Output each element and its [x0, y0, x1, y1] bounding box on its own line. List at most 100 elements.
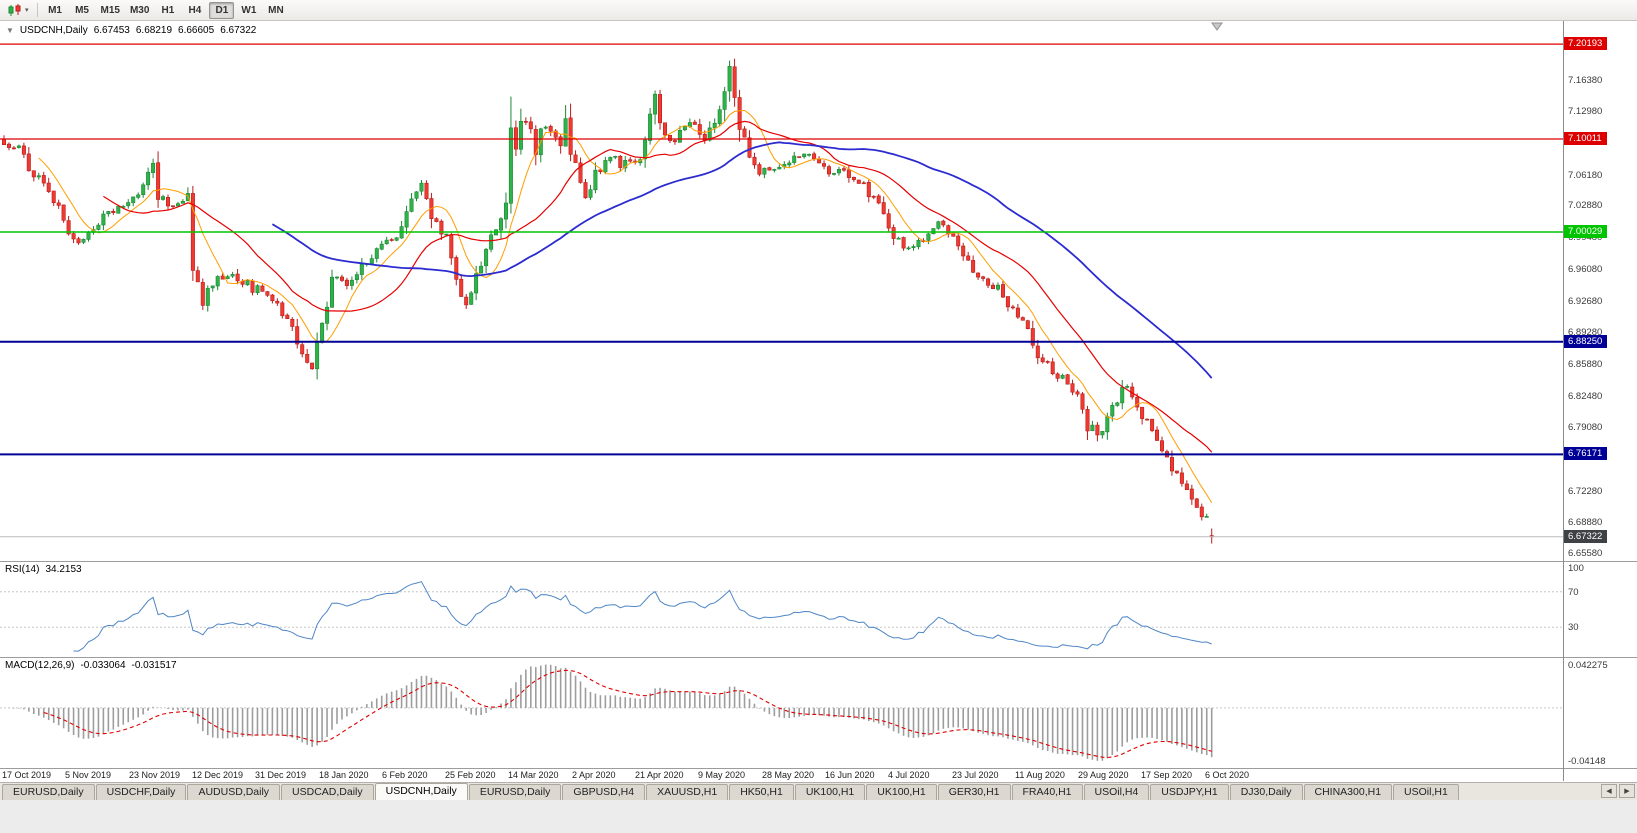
chart-symbol: USDCNH,Daily	[19, 25, 88, 36]
price-axis-tick: 7.16380	[1568, 75, 1603, 86]
ohlc-close: 6.67322	[220, 25, 257, 36]
date-axis-label: 16 Jun 2020	[825, 770, 875, 780]
rsi-line	[73, 581, 1212, 652]
toolbar-separator	[36, 3, 38, 17]
toolbar: ▾ M1 M5 M15 M30 H1 H4 D1 W1 MN	[0, 0, 1637, 21]
price-axis-tick: 6.92680	[1568, 296, 1603, 307]
ohlc-high: 6.68219	[135, 25, 173, 36]
timeframe-button-m30[interactable]: M30	[129, 4, 150, 16]
tab-scroll-left-icon[interactable]: ◀	[1601, 784, 1617, 798]
macd-label: MACD(12,26,9) -0.033064 -0.031517	[5, 660, 177, 671]
date-axis-label: 23 Jul 2020	[952, 770, 999, 780]
date-axis-label: 2 Apr 2020	[572, 770, 616, 780]
price-axis-tick: 7.12980	[1568, 106, 1603, 117]
price-axis-tick: 6.68880	[1568, 517, 1603, 528]
candles-layer	[1, 58, 1214, 544]
tab-scroll-buttons: ◀ ▶	[1601, 784, 1635, 798]
date-axis-label: 12 Dec 2019	[192, 770, 244, 780]
timeframe-button-m5[interactable]: M5	[75, 4, 89, 16]
date-axis-label: 28 May 2020	[762, 770, 815, 780]
price-axis-tick: 7.02880	[1568, 200, 1603, 211]
price-axis-tick: 6.82480	[1568, 391, 1603, 402]
chart-tab-usdcnh-daily[interactable]: USDCNH,Daily	[374, 783, 468, 800]
rsi-name: RSI(14)	[5, 564, 40, 575]
chart-tab-usdcad-daily[interactable]: USDCAD,Daily	[281, 784, 374, 800]
chart-tab-hk50-h1[interactable]: HK50,H1	[729, 784, 794, 800]
date-axis-label: 14 Mar 2020	[508, 770, 559, 780]
ohlc-open: 6.67453	[93, 25, 130, 36]
price-axis-tick: 6.65580	[1568, 548, 1603, 559]
date-axis-label: 29 Aug 2020	[1078, 770, 1129, 780]
rsi-axis-tick: 100	[1568, 563, 1584, 574]
macd-axis-tick: 0.042275	[1568, 660, 1608, 671]
chart-tab-china300-h1[interactable]: CHINA300,H1	[1303, 784, 1393, 800]
date-axis-label: 5 Nov 2019	[65, 770, 112, 780]
price-axis-tick: 6.85880	[1568, 359, 1603, 370]
date-axis-label: 4 Jul 2020	[888, 770, 930, 780]
rsi-value: 34.2153	[45, 564, 82, 575]
date-axis-label: 25 Feb 2020	[445, 770, 496, 780]
chart-shift-marker-icon[interactable]	[1211, 22, 1223, 31]
chart-background[interactable]	[0, 21, 1637, 782]
chevron-down-icon: ▾	[25, 7, 29, 14]
chart-tab-xauusd-h1[interactable]: XAUUSD,H1	[646, 784, 729, 800]
moving-average-55	[271, 141, 1213, 379]
chart-tab-gbpusd-h4[interactable]: GBPUSD,H4	[562, 784, 646, 800]
chart-tab-uk100-h1[interactable]: UK100,H1	[794, 784, 866, 800]
candlestick-chart-icon	[8, 3, 21, 16]
price-badge: 7.10011	[1564, 132, 1607, 145]
moving-average-21	[103, 120, 1213, 453]
date-axis-label: 23 Nov 2019	[129, 770, 181, 780]
macd-main-value: -0.033064	[80, 660, 126, 671]
chart-type-button[interactable]: ▾	[4, 2, 32, 19]
date-axis-label: 6 Oct 2020	[1205, 770, 1250, 780]
chart-tab-fra40-h1[interactable]: FRA40,H1	[1011, 784, 1083, 800]
date-axis-label: 31 Dec 2019	[255, 770, 307, 780]
timeframe-button-h4[interactable]: H4	[188, 4, 202, 16]
rsi-axis-tick: 30	[1568, 622, 1579, 633]
price-badge: 7.20193	[1564, 37, 1608, 50]
macd-axis-tick: -0.04148	[1568, 756, 1606, 767]
timeframe-button-d1[interactable]: D1	[209, 1, 235, 19]
ohlc-low: 6.66605	[178, 25, 215, 36]
macd-histogram	[8, 664, 1213, 761]
chart-tab-ger30-h1[interactable]: GER30,H1	[937, 784, 1011, 800]
chart-tab-usoil-h1[interactable]: USOil,H1	[1393, 784, 1459, 800]
bottom-filler	[0, 800, 1637, 833]
rsi-axis-tick: 70	[1568, 587, 1579, 598]
date-axis-label: 11 Aug 2020	[1015, 770, 1065, 780]
price-badge: 6.76171	[1564, 447, 1608, 460]
price-badge: 7.00029	[1564, 225, 1608, 238]
date-axis-label: 18 Jan 2020	[319, 770, 369, 780]
chart-tab-eurusd-daily[interactable]: EURUSD,Daily	[2, 784, 95, 800]
price-badge: 6.67322	[1564, 530, 1608, 543]
chart-tab-usdjpy-h1[interactable]: USDJPY,H1	[1150, 784, 1229, 800]
date-axis-label: 17 Oct 2019	[2, 770, 52, 780]
chart-tab-uk100-h1[interactable]: UK100,H1	[866, 784, 937, 800]
price-axis-tick: 7.06180	[1568, 170, 1603, 181]
timeframe-button-m15[interactable]: M15	[100, 4, 120, 16]
timeframe-button-mn[interactable]: MN	[268, 4, 284, 16]
one-click-trading-arrow[interactable]: ▼	[6, 26, 14, 35]
chart-tab-eurusd-daily[interactable]: EURUSD,Daily	[468, 784, 562, 800]
timeframe-button-h1[interactable]: H1	[161, 4, 175, 16]
price-axis-tick: 6.79080	[1568, 422, 1603, 433]
chart-tab-audusd-daily[interactable]: AUDUSD,Daily	[187, 784, 281, 800]
chart-tabs-bar: EURUSD,Daily USDCHF,Daily AUDUSD,Daily USDC…	[0, 782, 1637, 800]
date-axis-label: 6 Feb 2020	[382, 770, 428, 780]
price-axis-tick: 6.89280	[1568, 327, 1603, 338]
moving-average-8	[38, 109, 1213, 504]
tab-scroll-right-icon[interactable]: ▶	[1619, 784, 1635, 798]
price-axis-tick: 6.72280	[1568, 486, 1603, 497]
date-axis-label: 21 Apr 2020	[635, 770, 684, 780]
date-axis-label: 9 May 2020	[698, 770, 746, 780]
timeframe-button-m1[interactable]: M1	[48, 4, 62, 16]
chart-tab-dj30-daily[interactable]: DJ30,Daily	[1229, 784, 1303, 800]
chart-tab-usdchf-daily[interactable]: USDCHF,Daily	[95, 784, 187, 800]
timeframe-button-w1[interactable]: W1	[241, 4, 257, 16]
price-badge: 6.88250	[1564, 335, 1608, 348]
chart-tab-usoil-h4[interactable]: USOil,H4	[1083, 784, 1150, 800]
macd-name: MACD(12,26,9)	[5, 660, 75, 671]
